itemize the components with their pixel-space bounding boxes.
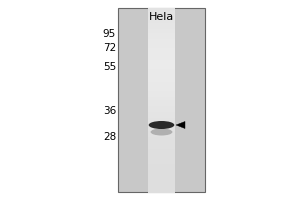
Bar	[148, 8, 175, 12]
Bar	[148, 88, 175, 91]
Text: 72: 72	[103, 43, 116, 53]
Bar	[148, 100, 175, 104]
Bar	[148, 51, 175, 54]
Bar	[148, 54, 175, 58]
Bar	[148, 158, 175, 162]
Bar	[148, 146, 175, 150]
Bar	[118, 8, 205, 192]
Bar	[148, 177, 175, 180]
Bar	[148, 171, 175, 174]
Bar	[148, 23, 175, 27]
Bar	[148, 149, 175, 153]
Bar	[148, 189, 175, 192]
Bar	[148, 85, 175, 88]
Bar	[148, 57, 175, 61]
Bar	[148, 82, 175, 85]
Bar	[148, 109, 175, 113]
Bar	[148, 140, 175, 143]
Text: Hela: Hela	[149, 12, 174, 22]
Bar	[148, 106, 175, 110]
Bar	[148, 112, 175, 116]
Bar	[148, 103, 175, 107]
Text: 55: 55	[103, 62, 116, 72]
Bar	[148, 131, 175, 134]
Bar	[148, 115, 175, 119]
Bar	[148, 174, 175, 177]
Bar	[148, 128, 175, 131]
Polygon shape	[176, 121, 185, 129]
Bar	[148, 11, 175, 15]
Bar	[148, 33, 175, 36]
Bar	[148, 60, 175, 64]
Bar	[148, 72, 175, 76]
Bar	[148, 69, 175, 73]
Ellipse shape	[149, 121, 174, 129]
Bar	[148, 152, 175, 156]
Ellipse shape	[151, 129, 172, 136]
Bar	[148, 79, 175, 82]
Bar	[148, 118, 175, 122]
Bar	[148, 180, 175, 183]
Bar	[148, 155, 175, 159]
Bar	[148, 164, 175, 168]
Bar	[148, 48, 175, 51]
Bar	[148, 63, 175, 67]
Bar	[148, 94, 175, 97]
Bar	[148, 75, 175, 79]
Bar	[148, 183, 175, 186]
Bar	[148, 39, 175, 42]
Bar	[148, 91, 175, 94]
Bar	[148, 161, 175, 165]
Bar	[148, 17, 175, 21]
Bar	[148, 167, 175, 171]
Bar	[148, 36, 175, 39]
Bar	[148, 137, 175, 140]
Bar	[148, 97, 175, 100]
Bar	[148, 42, 175, 45]
Bar	[148, 121, 175, 125]
Bar	[148, 125, 175, 128]
Text: 36: 36	[103, 106, 116, 116]
Bar	[148, 14, 175, 18]
Bar	[148, 134, 175, 137]
Text: 28: 28	[103, 132, 116, 142]
Bar	[148, 143, 175, 146]
Bar	[148, 29, 175, 33]
Bar	[148, 45, 175, 48]
Bar	[148, 66, 175, 70]
Text: 95: 95	[103, 29, 116, 39]
Bar	[148, 186, 175, 189]
Bar	[148, 20, 175, 24]
Bar	[148, 26, 175, 30]
